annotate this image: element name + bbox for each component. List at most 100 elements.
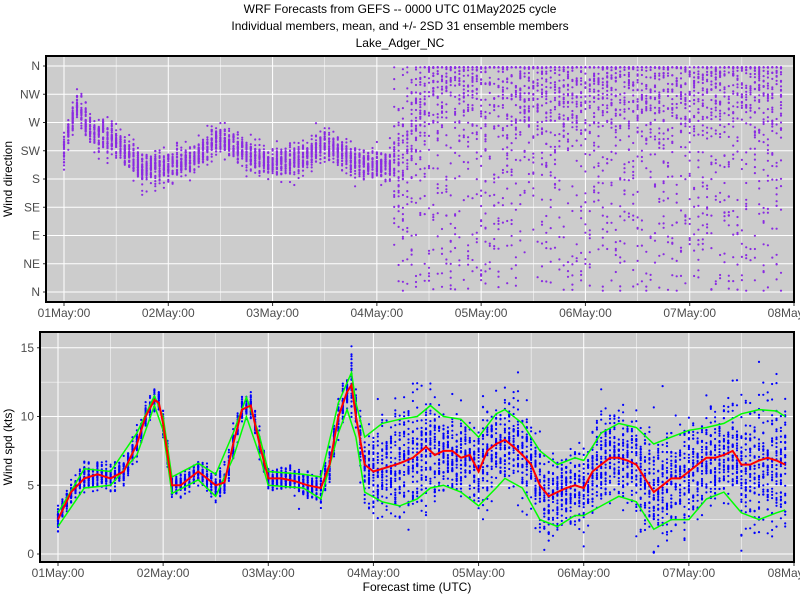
direction-point [593, 115, 596, 118]
direction-point [558, 235, 561, 239]
direction-point [397, 280, 400, 283]
direction-point [584, 129, 587, 132]
direction-point [375, 162, 378, 165]
direction-point [397, 139, 400, 142]
direction-point [701, 89, 704, 92]
direction-point [110, 153, 113, 156]
direction-point [484, 263, 487, 266]
direction-point [106, 161, 109, 165]
direction-point [658, 74, 661, 77]
direction-point [510, 98, 513, 101]
direction-point [436, 66, 439, 69]
direction-point [471, 233, 474, 236]
direction-point [510, 75, 513, 78]
direction-point [549, 171, 552, 174]
direction-point [519, 203, 522, 206]
direction-point [397, 144, 400, 147]
direction-point [571, 97, 574, 100]
direction-point [419, 98, 422, 101]
direction-point [75, 111, 79, 114]
direction-point [497, 135, 500, 138]
direction-point [71, 120, 74, 123]
direction-point [536, 66, 539, 69]
direction-point [536, 128, 539, 131]
direction-point [627, 212, 631, 215]
direction-point [406, 258, 409, 261]
direction-point [458, 154, 461, 157]
direction-point [471, 124, 474, 127]
direction-point [488, 66, 491, 69]
direction-point [558, 73, 561, 76]
direction-point [719, 124, 722, 127]
direction-point [484, 180, 487, 183]
direction-point [345, 148, 348, 151]
direction-point [553, 83, 557, 86]
direction-point [401, 117, 404, 120]
direction-point [671, 151, 674, 154]
direction-point [419, 158, 422, 161]
direction-point [280, 165, 283, 168]
direction-point [219, 140, 222, 143]
direction-point [675, 67, 678, 70]
direction-point [484, 70, 487, 73]
direction-point [588, 251, 591, 254]
direction-point [328, 145, 331, 148]
direction-point [423, 131, 426, 134]
direction-point [223, 137, 226, 141]
direction-point [180, 153, 183, 156]
direction-point [384, 178, 387, 181]
direction-point [623, 92, 626, 95]
direction-point [506, 97, 509, 100]
direction-point [423, 140, 426, 143]
direction-point [679, 66, 683, 69]
direction-point [262, 144, 265, 147]
direction-point [679, 274, 683, 277]
direction-point [580, 104, 583, 107]
direction-point [693, 186, 696, 189]
direction-point [249, 149, 252, 152]
direction-point [562, 66, 565, 69]
direction-point [571, 263, 574, 266]
direction-point [636, 155, 639, 158]
direction-point [714, 195, 717, 198]
direction-point [745, 93, 748, 96]
direction-point [688, 243, 691, 246]
direction-point [423, 98, 426, 101]
direction-point [732, 233, 735, 236]
direction-point [597, 162, 600, 165]
direction-point [558, 66, 561, 69]
direction-point [571, 114, 574, 117]
direction-point [597, 93, 600, 97]
direction-point [123, 163, 126, 166]
direction-point [749, 91, 752, 94]
direction-point [527, 141, 531, 144]
direction-point [393, 146, 396, 149]
direction-point [488, 242, 491, 245]
direction-point [188, 147, 192, 150]
direction-point [110, 131, 113, 134]
direction-point [580, 279, 583, 282]
direction-point [206, 163, 209, 166]
direction-point [571, 255, 574, 258]
direction-point [723, 131, 726, 134]
direction-point [258, 157, 261, 161]
direction-point [519, 76, 522, 79]
direction-point [732, 90, 735, 93]
direction-point [666, 161, 670, 164]
direction-point [119, 154, 122, 157]
direction-point [410, 150, 413, 153]
direction-point [410, 112, 413, 116]
direction-point [645, 87, 648, 90]
direction-point [714, 282, 717, 286]
direction-point [545, 119, 548, 122]
direction-point [640, 130, 644, 133]
direction-point [280, 153, 283, 156]
direction-point [614, 247, 617, 250]
direction-point [414, 150, 418, 153]
direction-point [245, 153, 248, 156]
direction-point [675, 192, 678, 195]
direction-point [440, 92, 444, 95]
direction-point [345, 154, 348, 157]
direction-point [488, 267, 491, 270]
direction-point [467, 145, 470, 148]
